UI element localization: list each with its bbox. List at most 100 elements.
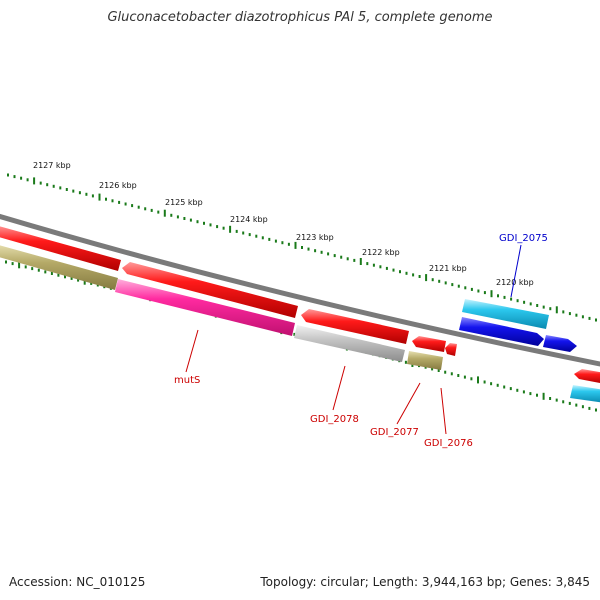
- ruler-upper-minor-tick: [39, 181, 42, 185]
- ruler-lower-minor-tick: [70, 276, 73, 280]
- ruler-upper-minor-tick: [157, 210, 160, 214]
- ruler-upper-minor-tick: [346, 257, 349, 261]
- label-muts: mutS: [174, 375, 200, 386]
- ruler-upper-minor-tick: [503, 295, 506, 299]
- ruler-lower-minor-tick: [490, 382, 493, 386]
- ruler-upper-minor-tick: [392, 268, 395, 272]
- ruler-lower-minor-tick: [549, 397, 552, 400]
- ruler-lower-minor-tick: [457, 374, 460, 377]
- ruler-lower-minor-tick: [57, 273, 60, 277]
- ruler-upper-minor-tick: [595, 318, 597, 322]
- ruler-upper-minor-tick: [353, 258, 356, 262]
- ruler-label-2125: 2125 kbp: [165, 198, 203, 207]
- leader-gdi-2078: [332, 365, 346, 411]
- ruler-upper-minor-tick: [333, 254, 336, 258]
- ruler-upper-minor-tick: [209, 223, 212, 227]
- ruler-upper-minor-tick: [131, 204, 134, 208]
- ruler-upper-minor-tick: [307, 247, 310, 251]
- ruler-upper-minor-tick: [399, 270, 401, 274]
- ruler-upper-minor-tick: [144, 207, 147, 211]
- ruler-upper-minor-tick: [216, 225, 219, 229]
- ruler-upper-minor-tick: [581, 315, 584, 319]
- ruler-label-2123: 2123 kbp: [296, 233, 334, 242]
- ruler-upper-minor-tick: [78, 191, 81, 195]
- gene-gdi-2078[interactable]: [294, 325, 405, 362]
- label-gdi-2078: GDI_2078: [310, 414, 359, 425]
- ruler-upper-minor-tick: [281, 241, 284, 245]
- ruler-lower-minor-tick: [483, 380, 486, 384]
- ruler-lower-minor-tick: [24, 265, 27, 269]
- ruler-upper-minor-tick: [542, 305, 545, 309]
- leader-gdi-2076: [440, 387, 447, 435]
- ruler-lower-minor-tick: [444, 370, 447, 374]
- ruler-lower-minor-tick: [31, 267, 34, 271]
- ruler-upper-minor-tick: [366, 262, 369, 266]
- gene-red-partial-right[interactable]: [574, 369, 600, 384]
- ruler-lower-minor-tick: [522, 390, 525, 394]
- ruler-upper-minor-tick: [26, 178, 29, 182]
- ruler-upper-minor-tick: [588, 316, 591, 320]
- ruler-upper-minor-tick: [91, 194, 94, 198]
- genome-stats-text: Topology: circular; Length: 3,944,163 bp…: [260, 575, 590, 589]
- ruler-lower-major-tick: [542, 392, 545, 400]
- ruler-upper-minor-tick: [222, 226, 225, 230]
- gene-gdi-2075[interactable]: [462, 299, 549, 329]
- ruler-lower-major-tick: [477, 376, 479, 384]
- ruler-upper-minor-tick: [568, 312, 571, 316]
- ruler-upper-minor-tick: [314, 249, 317, 253]
- ruler-lower-minor-tick: [11, 262, 14, 266]
- ruler-upper-major-tick: [163, 209, 166, 217]
- ruler-upper-minor-tick: [170, 213, 173, 217]
- ruler-upper-minor-tick: [242, 231, 245, 235]
- ruler-upper-minor-tick: [111, 199, 114, 203]
- gene-red-partial-left[interactable]: [0, 225, 121, 271]
- gene-muts[interactable]: [115, 279, 295, 336]
- ruler-upper-minor-tick: [196, 220, 199, 224]
- ruler-upper-minor-tick: [176, 215, 179, 219]
- ruler-lower-minor-tick: [509, 387, 512, 391]
- ruler-upper-minor-tick: [287, 242, 290, 246]
- ruler-upper-minor-tick: [327, 252, 330, 256]
- gene-blue-2[interactable]: [543, 335, 577, 352]
- ruler-upper-minor-tick: [255, 234, 258, 238]
- gene-olive-small[interactable]: [407, 351, 443, 370]
- ruler-ticks-upper: [7, 173, 597, 322]
- gene-cyan-partial-right[interactable]: [570, 385, 600, 403]
- ruler-lower-minor-tick: [5, 260, 7, 264]
- leader-gdi-2077: [396, 382, 421, 425]
- ruler-upper-major-tick: [33, 177, 36, 185]
- ruler-upper-minor-tick: [418, 275, 421, 278]
- map-title: Gluconacetobacter diazotrophicus PAl 5, …: [107, 10, 493, 25]
- ruler-upper-major-tick: [294, 241, 297, 249]
- ruler-upper-minor-tick: [340, 255, 343, 259]
- ruler-lower-minor-tick: [450, 372, 453, 376]
- ruler-lower-minor-tick: [404, 360, 407, 364]
- ruler-upper-minor-tick: [105, 197, 107, 201]
- gene-red-1[interactable]: [122, 262, 298, 318]
- gene-gdi-2077[interactable]: [412, 336, 446, 352]
- ruler-upper-minor-tick: [189, 218, 192, 222]
- accession-text: Accession: NC_010125: [9, 575, 146, 589]
- ruler-upper-minor-tick: [444, 281, 447, 285]
- ruler-label-2126: 2126 kbp: [99, 181, 137, 190]
- ruler-lower-minor-tick: [77, 278, 80, 282]
- ruler-upper-minor-tick: [20, 176, 23, 180]
- ruler-upper-minor-tick: [183, 217, 186, 220]
- ruler-lower-minor-tick: [496, 383, 499, 387]
- ruler-upper-minor-tick: [203, 221, 205, 225]
- ruler-lower-minor-tick: [562, 400, 565, 404]
- ruler-lower-minor-tick: [568, 401, 571, 405]
- gene-gdi-2076[interactable]: [445, 343, 457, 356]
- label-gdi-2075: GDI_2075: [499, 233, 548, 244]
- ruler-upper-minor-tick: [274, 239, 277, 243]
- gene-red-2[interactable]: [301, 309, 409, 344]
- ruler-lower-minor-tick: [503, 385, 506, 389]
- ruler-lower-minor-tick: [463, 375, 466, 379]
- gene-labels: mutS GDI_2078 GDI_2077 GDI_2076 GDI_2075: [174, 233, 548, 449]
- gene-blue-1[interactable]: [459, 317, 544, 346]
- gene-olive-partial-left[interactable]: [0, 244, 118, 290]
- ruler-upper-major-tick: [359, 258, 362, 265]
- ruler-upper-major-tick: [555, 306, 558, 314]
- ruler-upper-minor-tick: [529, 302, 532, 306]
- label-leaders: [185, 244, 522, 435]
